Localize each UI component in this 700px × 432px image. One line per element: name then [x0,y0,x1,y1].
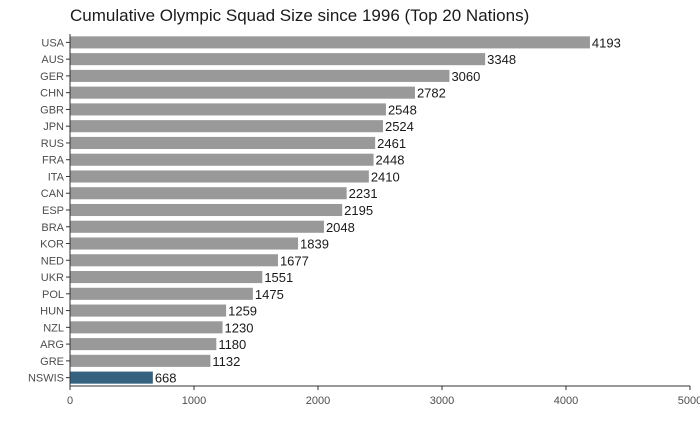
bar [70,304,227,317]
value-label: 2410 [371,169,400,184]
bar [70,203,343,217]
value-label: 1475 [255,287,284,302]
value-label: 2448 [376,153,405,168]
value-label: 2231 [349,186,378,201]
category-label: JPN [43,121,64,133]
bar [70,187,347,200]
category-label: CHN [40,88,64,100]
category-label: GBR [40,104,64,116]
category-label: USA [41,37,64,49]
value-label: 1132 [212,354,240,369]
value-label: 3348 [487,52,516,67]
bar [70,287,253,300]
bar [70,321,223,334]
bar [70,220,324,233]
value-label: 2048 [326,220,355,235]
bar [70,237,299,250]
chart-title: Cumulative Olympic Squad Size since 1996… [70,6,530,25]
value-label: 1551 [264,270,293,285]
category-label: ARG [40,339,64,351]
category-label: GER [40,71,64,83]
category-label: GRE [40,356,64,368]
x-tick-label: 3000 [430,395,454,407]
bar [70,354,211,367]
value-label: 1677 [280,253,309,268]
category-label: FRA [42,155,65,167]
category-label: NSWIS [28,373,64,385]
x-tick-label: 2000 [306,395,330,407]
category-label: ESP [42,205,64,217]
bar [70,153,374,166]
x-tick-label: 1000 [182,395,206,407]
value-label: 2195 [344,203,373,218]
value-label: 3060 [451,69,480,84]
bar [70,254,278,267]
category-label: CAN [41,188,64,200]
category-label: HUN [40,306,64,318]
category-label: POL [42,289,64,301]
category-label: NED [41,255,64,267]
bar [70,170,369,183]
value-label: 1259 [228,304,257,319]
x-tick-label: 0 [67,395,73,407]
value-label: 2782 [417,86,446,101]
bar [70,36,590,49]
category-label: BRA [41,222,64,234]
bar [70,120,383,133]
category-label: RUS [41,138,64,150]
bar [70,371,153,384]
bar [70,69,450,82]
value-label: 2461 [377,136,406,151]
bar [70,338,217,351]
category-label: NZL [43,322,64,334]
value-label: 1839 [300,237,329,252]
value-label: 1230 [225,320,254,335]
bar [70,136,376,149]
value-label: 1180 [218,337,246,352]
category-label: AUS [41,54,64,66]
x-tick-label: 4000 [554,395,578,407]
bar [70,53,486,66]
category-label: ITA [48,171,65,183]
category-label: UKR [41,272,64,284]
category-label: KOR [40,239,64,251]
bar [70,86,415,99]
value-label: 668 [155,371,177,386]
bar [70,271,263,284]
bar [70,103,386,116]
value-label: 2548 [388,102,417,117]
x-tick-label: 5000 [678,395,700,407]
value-label: 4193 [592,35,621,50]
value-label: 2524 [385,119,414,134]
